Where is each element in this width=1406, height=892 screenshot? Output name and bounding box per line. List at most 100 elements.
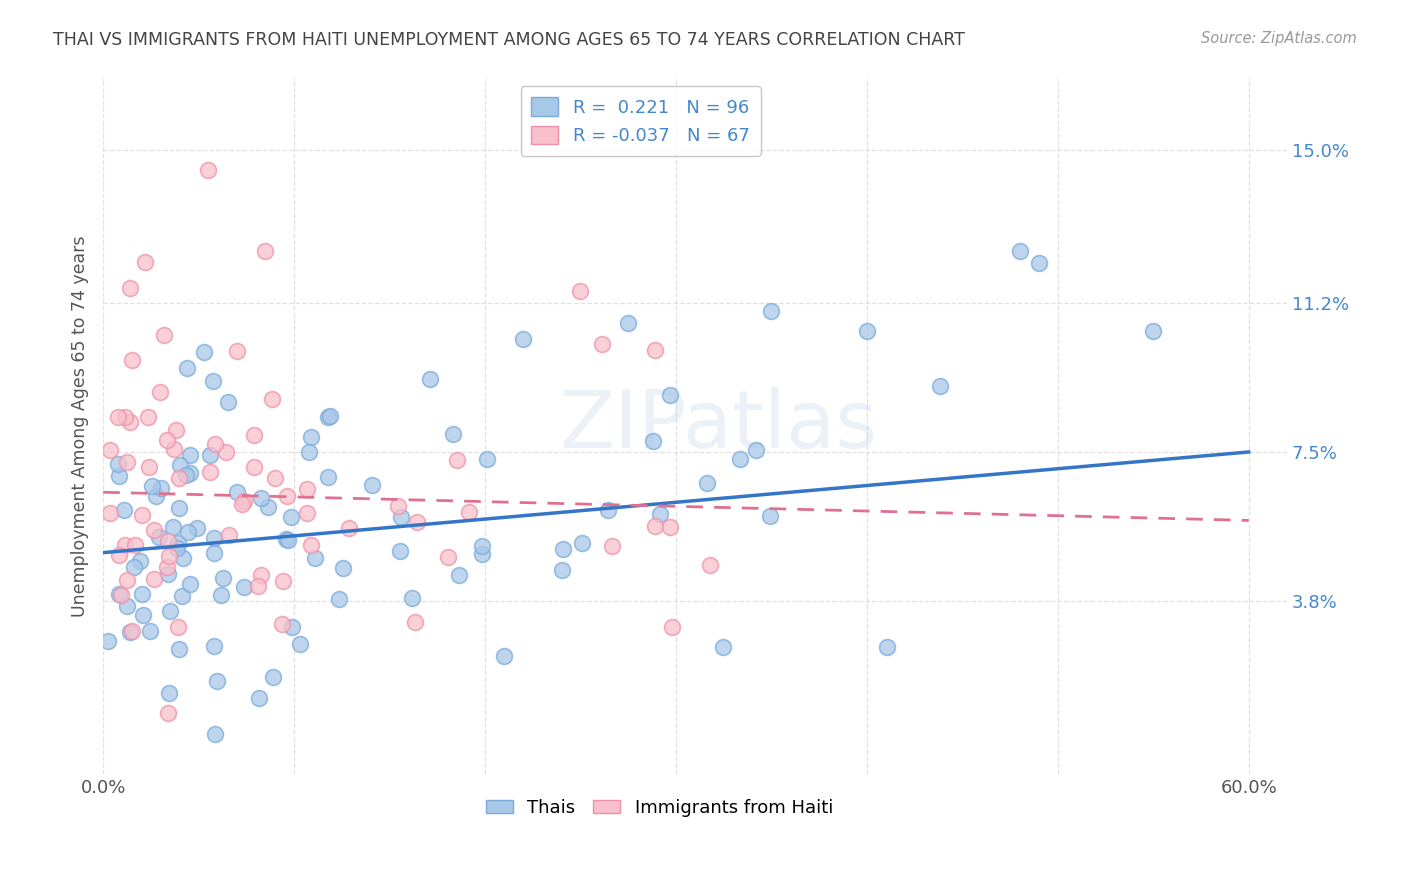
- Point: [138, 460, 160, 475]
- Point: [569, 284, 592, 298]
- Point: [107, 410, 129, 425]
- Point: [246, 579, 269, 593]
- Point: [295, 506, 318, 520]
- Point: [648, 507, 671, 521]
- Point: [661, 620, 683, 634]
- Point: [162, 520, 184, 534]
- Point: [148, 530, 170, 544]
- Point: [166, 620, 188, 634]
- Point: [167, 471, 190, 485]
- Point: [145, 489, 167, 503]
- Point: [179, 466, 201, 480]
- Point: [332, 561, 354, 575]
- Point: [247, 691, 270, 706]
- Point: [170, 589, 193, 603]
- Point: [129, 554, 152, 568]
- Point: [1008, 244, 1031, 258]
- Point: [316, 469, 339, 483]
- Point: [143, 523, 166, 537]
- Point: [436, 549, 458, 564]
- Point: [204, 437, 226, 451]
- Point: [761, 304, 783, 318]
- Point: [280, 509, 302, 524]
- Point: [141, 479, 163, 493]
- Legend: Thais, Immigrants from Haiti: Thais, Immigrants from Haiti: [478, 792, 841, 824]
- Point: [281, 619, 304, 633]
- Point: [277, 533, 299, 547]
- Point: [205, 674, 228, 689]
- Point: [107, 458, 129, 472]
- Point: [328, 592, 350, 607]
- Point: [387, 499, 409, 513]
- Point: [298, 445, 321, 459]
- Point: [288, 637, 311, 651]
- Point: [121, 624, 143, 638]
- Point: [156, 559, 179, 574]
- Point: [121, 352, 143, 367]
- Point: [218, 528, 240, 542]
- Point: [257, 500, 280, 514]
- Point: [641, 434, 664, 448]
- Point: [114, 538, 136, 552]
- Point: [551, 542, 574, 557]
- Point: [156, 433, 179, 447]
- Point: [165, 423, 187, 437]
- Point: [250, 568, 273, 582]
- Point: [441, 427, 464, 442]
- Point: [179, 449, 201, 463]
- Point: [118, 624, 141, 639]
- Point: [118, 415, 141, 429]
- Point: [271, 616, 294, 631]
- Point: [728, 451, 751, 466]
- Point: [471, 547, 494, 561]
- Point: [139, 624, 162, 638]
- Point: [132, 608, 155, 623]
- Point: [699, 558, 721, 573]
- Point: [477, 451, 499, 466]
- Point: [337, 521, 360, 535]
- Point: [156, 566, 179, 581]
- Point: [179, 577, 201, 591]
- Point: [273, 574, 295, 589]
- Point: [120, 280, 142, 294]
- Point: [446, 453, 468, 467]
- Point: [198, 465, 221, 479]
- Point: [596, 503, 619, 517]
- Point: [745, 443, 768, 458]
- Point: [122, 560, 145, 574]
- Point: [659, 520, 682, 534]
- Point: [360, 478, 382, 492]
- Point: [856, 324, 879, 338]
- Point: [1142, 324, 1164, 338]
- Point: [117, 599, 139, 613]
- Point: [131, 508, 153, 523]
- Point: [143, 572, 166, 586]
- Point: [167, 536, 190, 550]
- Point: [318, 410, 340, 425]
- Point: [117, 454, 139, 468]
- Point: [389, 509, 412, 524]
- Point: [176, 467, 198, 482]
- Point: [159, 686, 181, 700]
- Point: [217, 394, 239, 409]
- Point: [215, 445, 238, 459]
- Point: [551, 563, 574, 577]
- Point: [225, 344, 247, 359]
- Point: [186, 521, 208, 535]
- Point: [202, 374, 225, 388]
- Point: [295, 482, 318, 496]
- Point: [876, 640, 898, 655]
- Point: [406, 515, 429, 529]
- Point: [204, 727, 226, 741]
- Point: [644, 343, 666, 357]
- Point: [169, 500, 191, 515]
- Point: [512, 332, 534, 346]
- Point: [319, 409, 342, 423]
- Point: [197, 163, 219, 178]
- Point: [153, 328, 176, 343]
- Point: [262, 670, 284, 684]
- Point: [166, 541, 188, 555]
- Point: [124, 538, 146, 552]
- Point: [276, 489, 298, 503]
- Point: [401, 591, 423, 606]
